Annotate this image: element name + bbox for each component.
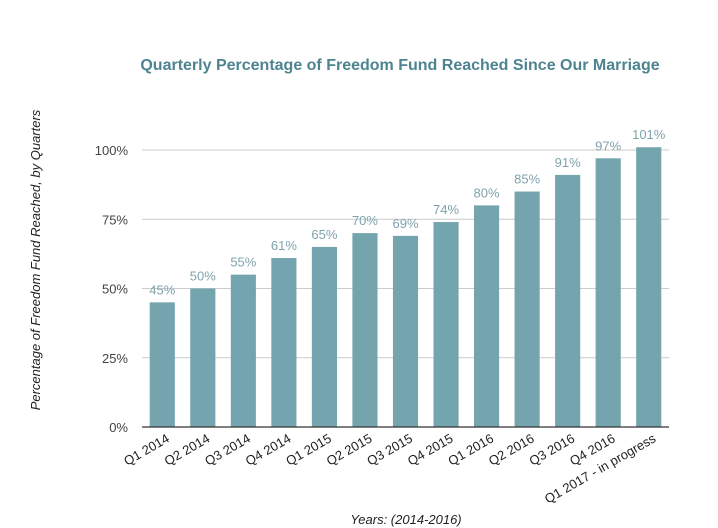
x-tick-label: Q4 2015 (405, 431, 456, 469)
bar (474, 205, 500, 427)
x-tick-label: Q3 2014 (202, 431, 253, 469)
y-tick-label: 0% (109, 420, 128, 435)
bar (555, 174, 581, 427)
x-tick-label: Q2 2016 (486, 431, 537, 469)
data-label: 101% (632, 127, 666, 142)
x-tick-label: Q4 2014 (243, 431, 294, 469)
data-label: 61% (271, 238, 297, 253)
bar (190, 288, 216, 427)
x-tick-label: Q3 2015 (364, 431, 415, 469)
bars (149, 147, 662, 428)
chart-title: Quarterly Percentage of Freedom Fund Rea… (140, 57, 659, 74)
data-labels: 45% 50% 55% 61% 65% 70% 69% 74% 80% 85% 91% 97% 101% (149, 127, 666, 297)
bar (514, 191, 540, 427)
x-tick-label: Q1 2016 (445, 431, 496, 469)
data-label: 85% (514, 172, 540, 187)
data-label: 55% (230, 255, 256, 270)
data-label: 65% (311, 227, 337, 242)
y-tick-label: 100% (95, 143, 129, 158)
x-tick-label: Q1 2014 (121, 431, 172, 469)
x-tick-label: Q3 2016 (526, 431, 577, 469)
x-tick-label: Q2 2015 (324, 431, 375, 469)
bar (149, 302, 175, 427)
bar (595, 158, 621, 427)
bar (311, 246, 337, 427)
data-label: 45% (149, 282, 175, 297)
bar (392, 235, 419, 427)
data-label: 91% (555, 155, 581, 170)
bar (230, 274, 256, 427)
y-tick-label: 75% (102, 212, 128, 227)
data-label: 70% (352, 213, 378, 228)
y-tick-label: 25% (102, 351, 128, 366)
bar (636, 147, 662, 428)
bar (352, 233, 378, 427)
data-label: 69% (392, 216, 418, 231)
y-axis-label: Percentage of Freedom Fund Reached, by Q… (28, 109, 43, 410)
data-label: 80% (474, 185, 500, 200)
bar (433, 222, 459, 427)
x-tick-label: Q1 2015 (283, 431, 334, 469)
x-axis-label: Years: (2014-2016) (350, 512, 461, 527)
data-label: 50% (190, 269, 216, 284)
y-tick-label: 50% (102, 282, 128, 297)
y-axis-ticks: 0% 25% 50% 75% 100% (95, 143, 129, 435)
bar (271, 258, 297, 427)
data-label: 74% (433, 202, 459, 217)
data-label: 97% (595, 138, 621, 153)
x-tick-label: Q2 2014 (162, 431, 213, 469)
